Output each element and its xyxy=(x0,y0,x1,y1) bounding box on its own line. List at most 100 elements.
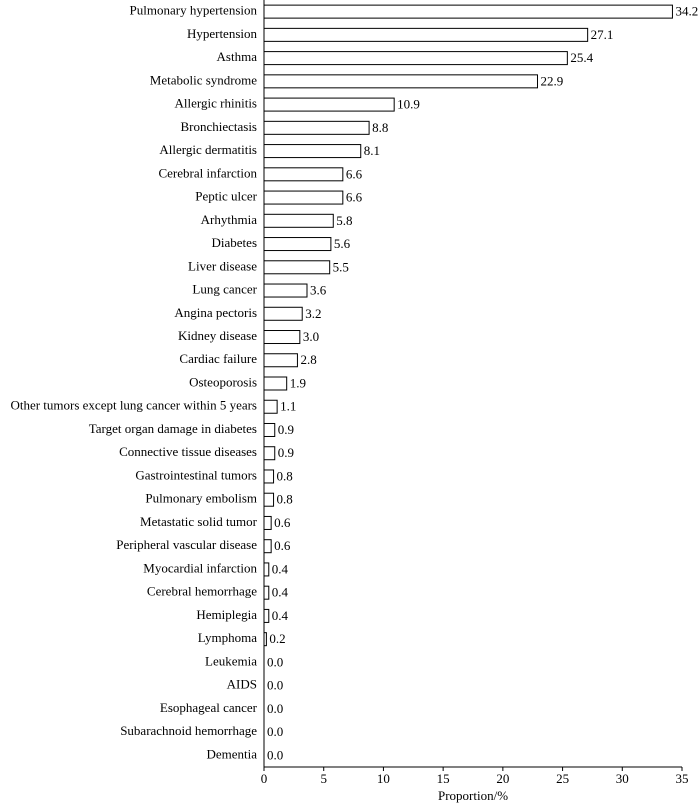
y-tick-label: Bronchiectasis xyxy=(180,119,257,134)
value-label: 34.2 xyxy=(675,4,698,19)
value-label: 2.8 xyxy=(300,352,316,367)
bar xyxy=(263,585,270,600)
y-tick-label: Peptic ulcer xyxy=(195,189,257,204)
bar xyxy=(263,492,275,507)
value-label: 27.1 xyxy=(591,27,614,42)
value-label: 0.6 xyxy=(274,515,291,530)
y-tick-label: Asthma xyxy=(217,49,258,64)
y-tick-label: Lung cancer xyxy=(192,282,257,297)
y-tick-label: Arhythmia xyxy=(201,212,258,227)
bar xyxy=(263,74,538,89)
value-label: 22.9 xyxy=(540,73,563,88)
x-tick-label: 15 xyxy=(437,771,450,786)
value-label: 0.4 xyxy=(272,561,289,576)
x-tick-label: 35 xyxy=(676,771,689,786)
bar xyxy=(263,120,370,135)
value-label: 0.2 xyxy=(269,631,285,646)
bar xyxy=(263,306,303,321)
bar xyxy=(263,260,331,275)
bar xyxy=(263,539,272,554)
y-tick-label: Subarachnoid hemorrhage xyxy=(120,723,257,738)
bar xyxy=(263,330,301,345)
value-label: 1.9 xyxy=(290,375,306,390)
y-tick-label: Osteoporosis xyxy=(189,374,257,389)
bar xyxy=(263,376,288,391)
value-label: 0.9 xyxy=(278,422,294,437)
y-tick-label: Liver disease xyxy=(188,258,257,273)
value-label: 25.4 xyxy=(570,50,593,65)
x-tick-label: 20 xyxy=(496,771,509,786)
value-label: 0.9 xyxy=(278,445,294,460)
bar xyxy=(263,283,308,298)
value-label: 8.8 xyxy=(372,120,388,135)
value-label: 6.6 xyxy=(346,190,363,205)
y-tick-label: Leukemia xyxy=(205,653,257,668)
value-label: 10.9 xyxy=(397,97,420,112)
value-label: 8.1 xyxy=(364,143,380,158)
value-label: 0.8 xyxy=(277,492,293,507)
value-label: 0.4 xyxy=(272,585,289,600)
bar xyxy=(263,213,334,228)
y-tick-label: Allergic rhinitis xyxy=(175,96,257,111)
x-tick-label: 5 xyxy=(320,771,327,786)
y-tick-label: Cardiac failure xyxy=(179,351,257,366)
y-tick-label: Connective tissue diseases xyxy=(119,444,257,459)
bar xyxy=(263,469,275,484)
value-label: 3.6 xyxy=(310,283,327,298)
bar xyxy=(263,562,270,577)
y-tick-label: AIDS xyxy=(227,677,257,692)
bar xyxy=(263,51,568,66)
x-tick-label: 30 xyxy=(616,771,629,786)
value-label: 0.0 xyxy=(267,701,283,716)
bar xyxy=(263,190,344,205)
y-tick-label: Cerebral infarction xyxy=(158,165,257,180)
y-tick-label: Hypertension xyxy=(187,26,258,41)
value-label: 5.8 xyxy=(336,213,352,228)
y-tick-label: Angina pectoris xyxy=(174,305,257,320)
value-label: 0.6 xyxy=(274,538,291,553)
y-tick-label: Kidney disease xyxy=(178,328,257,343)
x-tick-label: 25 xyxy=(556,771,569,786)
value-label: 5.5 xyxy=(333,259,349,274)
y-tick-label: Metastatic solid tumor xyxy=(140,514,258,529)
value-label: 3.2 xyxy=(305,306,321,321)
y-tick-label: Other tumors except lung cancer within 5… xyxy=(10,398,257,413)
value-label: 6.6 xyxy=(346,166,363,181)
value-label: 0.0 xyxy=(267,654,283,669)
value-label: 0.4 xyxy=(272,608,289,623)
bar xyxy=(263,632,267,647)
bar xyxy=(263,446,276,461)
x-tick-label: 0 xyxy=(261,771,268,786)
bar xyxy=(263,27,589,42)
y-tick-label: Target organ damage in diabetes xyxy=(89,421,257,436)
bar xyxy=(263,144,362,159)
value-label: 0.0 xyxy=(267,747,283,762)
y-tick-label: Dementia xyxy=(206,746,257,761)
y-tick-label: Allergic dermatitis xyxy=(159,142,257,157)
bar xyxy=(263,97,395,112)
x-tick-label: 10 xyxy=(377,771,390,786)
y-tick-label: Gastrointestinal tumors xyxy=(135,467,257,482)
y-tick-label: Esophageal cancer xyxy=(160,700,258,715)
y-tick-label: Cerebral hemorrhage xyxy=(147,584,257,599)
bar xyxy=(263,353,298,368)
x-axis-label: Proportion/% xyxy=(438,788,508,803)
value-label: 1.1 xyxy=(280,399,296,414)
y-tick-label: Peripheral vascular disease xyxy=(116,537,257,552)
value-label: 0.8 xyxy=(277,468,293,483)
bar xyxy=(263,4,673,19)
bar xyxy=(263,515,272,530)
bar xyxy=(263,608,270,623)
y-tick-label: Pulmonary hypertension xyxy=(130,3,258,18)
bar xyxy=(263,399,278,414)
value-label: 0.0 xyxy=(267,678,283,693)
y-tick-label: Diabetes xyxy=(212,235,257,250)
value-label: 5.6 xyxy=(334,236,351,251)
y-tick-label: Myocardial infarction xyxy=(143,560,257,575)
value-label: 0.0 xyxy=(267,724,283,739)
value-label: 3.0 xyxy=(303,329,319,344)
y-tick-label: Metabolic syndrome xyxy=(150,72,257,87)
y-tick-label: Lymphoma xyxy=(198,630,257,645)
